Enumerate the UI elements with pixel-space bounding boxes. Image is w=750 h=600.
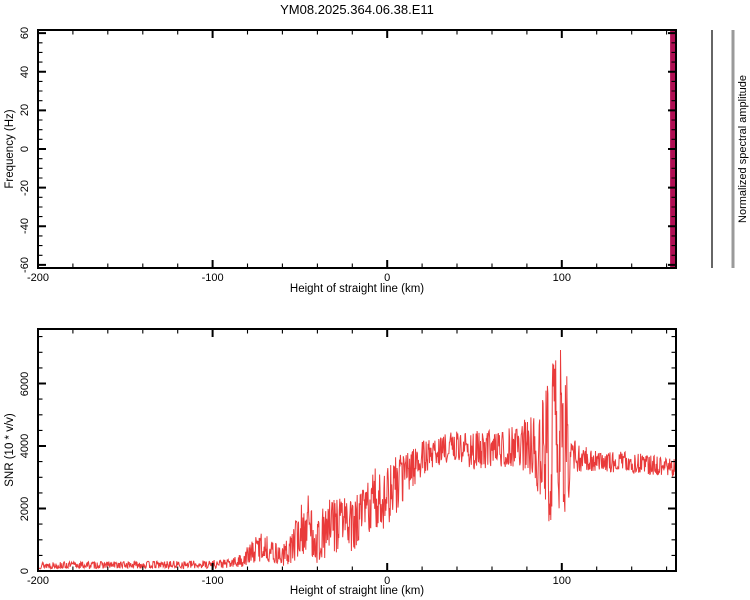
y-tick-label: 4000 bbox=[19, 433, 31, 459]
major-ticks bbox=[37, 329, 676, 572]
x-tick-label: 0 bbox=[384, 272, 391, 284]
bottom-x-axis-label: Height of straight line (km) bbox=[289, 585, 425, 597]
page-title: YM08.2025.364.06.38.E11 bbox=[280, 2, 434, 17]
x-tick-label: 100 bbox=[552, 272, 571, 284]
x-tick-label: -200 bbox=[26, 272, 50, 284]
panel-frame bbox=[37, 328, 677, 572]
major-ticks bbox=[37, 30, 676, 268]
y-tick-label: 6000 bbox=[19, 371, 31, 396]
x-tick-label: -100 bbox=[201, 575, 224, 587]
x-tick-label: 0 bbox=[384, 575, 391, 587]
x-tick-label: -200 bbox=[26, 575, 50, 587]
y-tick-label: 0 bbox=[19, 145, 31, 153]
y-tick-label: -20 bbox=[19, 179, 31, 196]
y-tick-label: 40 bbox=[19, 65, 31, 78]
x-tick-label: -100 bbox=[201, 272, 224, 284]
y-tick-label: -40 bbox=[19, 218, 31, 235]
colorbar-label: Normalized spectral amplitude bbox=[737, 75, 749, 223]
snr-curve bbox=[39, 349, 675, 570]
top-y-axis-label: Frequency (Hz) bbox=[4, 109, 16, 189]
y-tick-label: 60 bbox=[19, 26, 31, 40]
y-tick-label: 0 bbox=[19, 567, 31, 575]
y-tick-label: 2000 bbox=[19, 496, 31, 521]
top-panel-spectrogram bbox=[37, 29, 677, 269]
y-tick-label: 20 bbox=[19, 104, 31, 117]
minor-ticks bbox=[38, 329, 676, 571]
minor-ticks bbox=[38, 30, 676, 268]
x-tick-label: 100 bbox=[552, 575, 571, 587]
bottom-panel-snr bbox=[37, 328, 677, 572]
panel-frame bbox=[37, 29, 677, 269]
bottom-y-axis-label: SNR (10 * v/v) bbox=[4, 413, 16, 487]
y-tick-label: -60 bbox=[19, 256, 31, 273]
top-x-axis-label: Height of straight line (km) bbox=[289, 283, 425, 295]
